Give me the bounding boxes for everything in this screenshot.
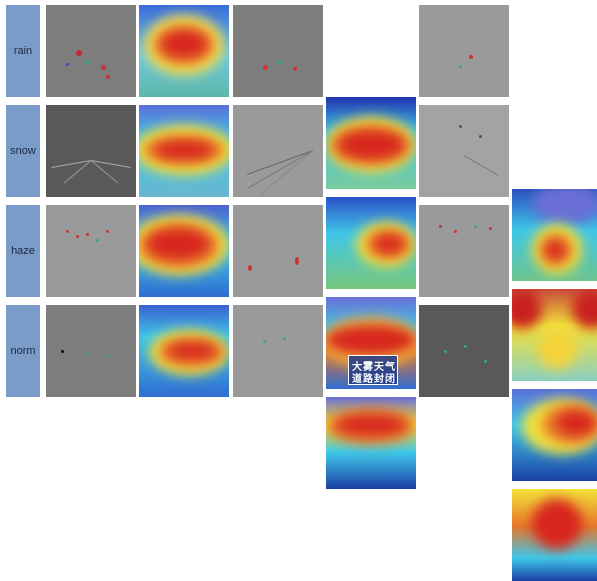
- heatmap-rain-3: [512, 189, 597, 281]
- gradient-map-rain-3: [419, 5, 509, 97]
- heatmap-haze-3: [512, 389, 597, 481]
- heatmap-snow-2: [326, 197, 416, 289]
- gradient-map-haze-1: [46, 205, 136, 297]
- row-label-rain: rain: [13, 45, 33, 57]
- gradient-map-norm-3: [419, 305, 509, 397]
- gradient-map-rain-2: [233, 5, 323, 97]
- heatmap-snow-3: [512, 289, 597, 381]
- gradient-map-snow-3: [419, 105, 509, 197]
- road-sign-line2: 道路封闭: [352, 374, 396, 385]
- row-rain: rain: [6, 5, 597, 281]
- row-label-box: haze: [6, 205, 40, 297]
- heatmap-norm-3: [512, 489, 597, 581]
- gradient-map-norm-1: [46, 305, 136, 397]
- gradient-map-snow-1: [46, 105, 136, 197]
- heatmap-norm-2: [326, 397, 416, 489]
- heatmap-rain-1: [139, 5, 229, 97]
- row-norm: norm: [6, 305, 597, 581]
- gradient-map-rain-1: [46, 5, 136, 97]
- gradient-map-haze-3: [419, 205, 509, 297]
- row-label-box: rain: [6, 5, 40, 97]
- road-sign: 大雾天气 道路封闭: [348, 355, 398, 385]
- row-label-box: snow: [6, 105, 40, 197]
- gradient-map-haze-2: [233, 205, 323, 297]
- row-haze: haze 大雾天气 道路封闭: [6, 205, 597, 481]
- heatmap-haze-1: [139, 205, 229, 297]
- row-label-box: norm: [6, 305, 40, 397]
- row-snow: snow: [6, 105, 597, 381]
- heatmap-haze-2: 大雾天气 道路封闭: [326, 297, 416, 389]
- heatmap-snow-1: [139, 105, 229, 197]
- gradient-map-snow-2: [233, 105, 323, 197]
- gradient-map-norm-2: [233, 305, 323, 397]
- row-label-norm: norm: [10, 345, 36, 357]
- row-label-snow: snow: [10, 145, 36, 157]
- road-sign-line1: 大雾天气: [352, 362, 396, 373]
- heatmap-rain-2: [326, 97, 416, 189]
- heatmap-norm-1: [139, 305, 229, 397]
- row-label-haze: haze: [11, 245, 35, 257]
